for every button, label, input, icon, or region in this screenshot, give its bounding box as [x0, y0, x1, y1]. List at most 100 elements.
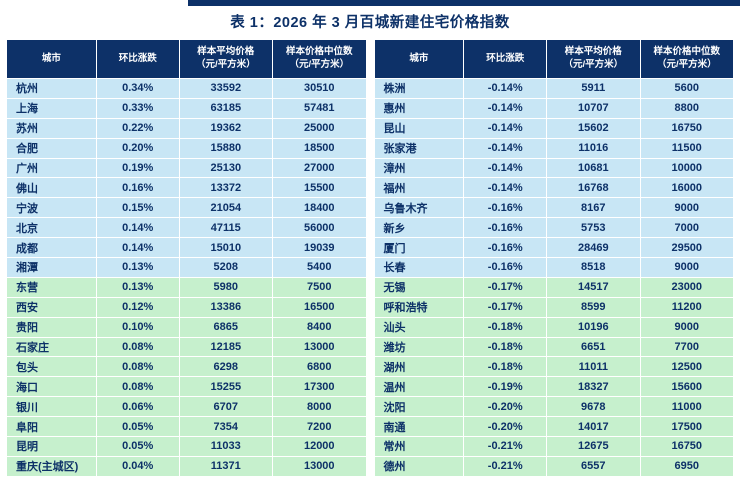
city-cell: 西安 — [6, 296, 97, 318]
table-row: 海口 0.08% 15255 17300 — [6, 376, 367, 398]
avg-price-cell: 11033 — [178, 436, 274, 457]
column-header: 样本平均价格 （元/平方米） — [546, 39, 641, 79]
median-price-cell: 27000 — [272, 157, 367, 179]
change-cell: -0.21% — [463, 455, 548, 477]
table-row: 苏州 0.22% 19362 25000 — [6, 117, 367, 139]
table-row: 宁波 0.15% 21054 18400 — [6, 197, 367, 219]
table-row: 新乡 -0.16% 5753 7000 — [373, 217, 735, 239]
median-price-cell: 17500 — [639, 416, 735, 438]
table-row: 常州 -0.21% 12675 16750 — [373, 436, 735, 457]
median-price-cell: 13000 — [272, 336, 367, 358]
change-cell: -0.16% — [463, 237, 548, 259]
change-cell: 0.05% — [95, 416, 180, 438]
city-cell: 成都 — [6, 237, 97, 259]
change-cell: -0.21% — [463, 436, 548, 457]
change-cell: 0.16% — [95, 177, 180, 199]
median-price-cell: 16000 — [639, 177, 735, 199]
avg-price-cell: 33592 — [178, 78, 274, 99]
change-cell: -0.17% — [463, 276, 548, 298]
table-row: 银川 0.06% 6707 8000 — [6, 396, 367, 418]
table-row: 重庆(主城区) 0.04% 11371 13000 — [6, 455, 367, 477]
median-price-cell: 12500 — [639, 356, 735, 378]
median-price-cell: 7500 — [272, 276, 367, 298]
table-row: 东营 0.13% 5980 7500 — [6, 276, 367, 298]
median-price-cell: 30510 — [272, 78, 367, 99]
avg-price-cell: 21054 — [178, 197, 274, 219]
change-cell: -0.14% — [463, 78, 548, 99]
table-row: 温州 -0.19% 18327 15600 — [373, 376, 735, 398]
median-price-cell: 18400 — [272, 197, 367, 219]
avg-price-cell: 47115 — [178, 217, 274, 239]
avg-price-cell: 18327 — [546, 376, 641, 398]
median-price-cell: 9000 — [639, 197, 735, 219]
avg-price-cell: 14517 — [546, 276, 641, 298]
city-cell: 银川 — [6, 396, 97, 418]
median-price-cell: 12000 — [272, 436, 367, 457]
avg-price-cell: 16768 — [546, 177, 641, 199]
table-row: 昆山 -0.14% 15602 16750 — [373, 117, 735, 139]
median-price-cell: 25000 — [272, 117, 367, 139]
table-row: 惠州 -0.14% 10707 8800 — [373, 97, 735, 119]
table-row: 北京 0.14% 47115 56000 — [6, 217, 367, 239]
city-cell: 长春 — [373, 257, 465, 278]
median-price-cell: 9000 — [639, 316, 735, 338]
table-row: 杭州 0.34% 33592 30510 — [6, 78, 367, 99]
header-row: 城市 环比涨跌 样本平均价格 （元/平方米） 样本价格中位数 （元/平方米） — [6, 39, 367, 79]
median-price-cell: 5400 — [272, 257, 367, 278]
city-cell: 湖州 — [373, 356, 465, 378]
change-cell: 0.04% — [95, 455, 180, 477]
change-cell: -0.16% — [463, 217, 548, 239]
city-cell: 德州 — [373, 455, 465, 477]
median-price-cell: 11200 — [639, 296, 735, 318]
city-cell: 阜阳 — [6, 416, 97, 438]
change-cell: -0.18% — [463, 336, 548, 358]
median-price-cell: 15500 — [272, 177, 367, 199]
avg-price-cell: 11371 — [178, 455, 274, 477]
median-price-cell: 23000 — [639, 276, 735, 298]
city-cell: 宁波 — [6, 197, 97, 219]
city-cell: 汕头 — [373, 316, 465, 338]
change-cell: 0.08% — [95, 336, 180, 358]
avg-price-cell: 8518 — [546, 257, 641, 278]
city-cell: 昆明 — [6, 436, 97, 457]
avg-price-cell: 15255 — [178, 376, 274, 398]
tables-container: 城市 环比涨跌 样本平均价格 （元/平方米） 样本价格中位数 （元/平方米） 杭州 0.34%… — [0, 39, 740, 477]
table-row: 潍坊 -0.18% 6651 7700 — [373, 336, 735, 358]
avg-price-cell: 5208 — [178, 257, 274, 278]
avg-price-cell: 10681 — [546, 157, 641, 179]
change-cell: 0.34% — [95, 78, 180, 99]
change-cell: 0.15% — [95, 197, 180, 219]
median-price-cell: 13000 — [272, 455, 367, 477]
change-cell: 0.06% — [95, 396, 180, 418]
column-header: 城市 — [6, 39, 97, 79]
avg-price-cell: 15880 — [178, 137, 274, 159]
avg-price-cell: 5753 — [546, 217, 641, 239]
city-cell: 常州 — [373, 436, 465, 457]
city-cell: 杭州 — [6, 78, 97, 99]
change-cell: 0.19% — [95, 157, 180, 179]
column-header: 样本平均价格 （元/平方米） — [178, 39, 274, 79]
table-row: 阜阳 0.05% 7354 7200 — [6, 416, 367, 438]
city-cell: 张家港 — [373, 137, 465, 159]
change-cell: 0.13% — [95, 276, 180, 298]
column-header: 样本价格中位数 （元/平方米） — [272, 39, 367, 79]
city-cell: 呼和浩特 — [373, 296, 465, 318]
avg-price-cell: 11016 — [546, 137, 641, 159]
table-row: 上海 0.33% 63185 57481 — [6, 97, 367, 119]
city-cell: 石家庄 — [6, 336, 97, 358]
table-title: 表 1：2026 年 3 月百城新建住宅价格指数 — [230, 15, 510, 31]
change-cell: -0.18% — [463, 356, 548, 378]
city-cell: 贵阳 — [6, 316, 97, 338]
table-row: 湖州 -0.18% 11011 12500 — [373, 356, 735, 378]
city-cell: 上海 — [6, 97, 97, 119]
city-cell: 佛山 — [6, 177, 97, 199]
table-row: 株洲 -0.14% 5911 5600 — [373, 78, 735, 99]
table-row: 西安 0.12% 13386 16500 — [6, 296, 367, 318]
median-price-cell: 18500 — [272, 137, 367, 159]
avg-price-cell: 28469 — [546, 237, 641, 259]
change-cell: 0.33% — [95, 97, 180, 119]
table-row: 南通 -0.20% 14017 17500 — [373, 416, 735, 438]
table-row: 无锡 -0.17% 14517 23000 — [373, 276, 735, 298]
table-row: 厦门 -0.16% 28469 29500 — [373, 237, 735, 259]
